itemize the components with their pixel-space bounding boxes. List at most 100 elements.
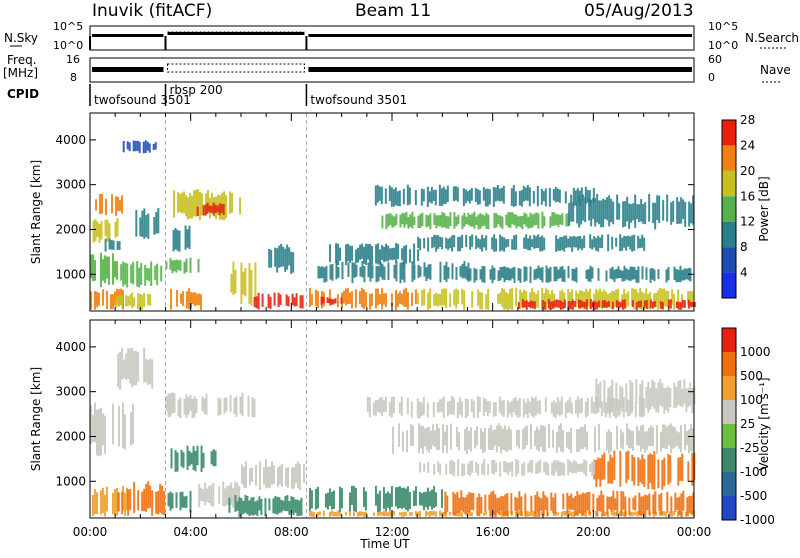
data-cell xyxy=(543,293,546,305)
data-cell xyxy=(200,487,203,501)
data-cell xyxy=(637,301,640,308)
data-cell xyxy=(217,194,220,215)
data-cell xyxy=(161,485,164,515)
data-cell xyxy=(609,386,612,413)
data-cell xyxy=(596,193,599,223)
data-cell xyxy=(566,510,569,517)
data-cell xyxy=(169,258,172,270)
data-cell xyxy=(671,289,674,305)
y-tick-label: 4000 xyxy=(55,340,86,354)
data-cell xyxy=(523,237,526,249)
data-cell xyxy=(106,486,108,512)
data-cell xyxy=(648,427,650,446)
data-cell xyxy=(441,211,444,228)
data-cell xyxy=(684,424,686,450)
data-cell xyxy=(383,246,386,263)
data-region xyxy=(196,202,225,216)
data-cell xyxy=(94,260,96,281)
data-cell xyxy=(471,213,474,227)
data-cell xyxy=(488,189,491,205)
data-cell xyxy=(322,510,325,517)
data-cell xyxy=(677,381,680,405)
data-cell xyxy=(381,245,384,260)
data-cell xyxy=(676,431,678,446)
data-cell xyxy=(428,491,431,507)
data-cell xyxy=(585,288,588,306)
data-cell xyxy=(507,267,510,281)
data-cell xyxy=(127,347,130,380)
data-cell xyxy=(278,245,281,268)
data-cell xyxy=(410,401,413,418)
data-cell xyxy=(222,204,225,216)
data-cell xyxy=(138,267,141,288)
data-cell xyxy=(322,296,325,304)
data-cell xyxy=(396,487,399,509)
data-cell xyxy=(416,511,419,516)
data-region xyxy=(268,243,295,274)
data-cell xyxy=(340,488,343,509)
data-cell xyxy=(549,216,552,228)
data-cell xyxy=(112,492,114,515)
data-cell xyxy=(328,511,331,517)
data-cell xyxy=(387,262,390,280)
data-cell xyxy=(573,300,576,308)
data-cell xyxy=(623,299,626,309)
data-cell xyxy=(540,511,543,516)
data-cell xyxy=(574,400,577,414)
beam-title: Beam 11 xyxy=(355,1,431,21)
data-cell xyxy=(439,261,442,283)
data-cell xyxy=(615,268,618,279)
colorbar-swatch xyxy=(722,272,736,298)
data-cell xyxy=(569,292,572,307)
data-cell xyxy=(499,267,502,281)
data-cell xyxy=(505,214,508,226)
data-cell xyxy=(427,264,430,279)
data-cell xyxy=(473,211,476,229)
data-cell xyxy=(672,426,674,449)
data-cell xyxy=(578,195,581,228)
data-cell xyxy=(120,264,123,281)
data-cell xyxy=(157,207,160,234)
data-cell xyxy=(576,491,579,516)
data-cell xyxy=(475,235,478,250)
data-cell xyxy=(480,497,483,514)
data-cell xyxy=(153,216,156,235)
data-cell xyxy=(170,448,173,469)
data-cell xyxy=(665,290,668,307)
data-cell xyxy=(397,243,400,260)
data-cell xyxy=(406,430,408,453)
x-tick-label: 00:00 xyxy=(73,525,108,539)
data-cell xyxy=(523,289,526,308)
data-cell xyxy=(615,382,618,409)
data-cell xyxy=(362,487,365,507)
data-cell xyxy=(638,204,641,223)
data-cell xyxy=(607,293,610,307)
data-cell xyxy=(586,431,588,451)
data-cell xyxy=(239,197,242,215)
data-cell xyxy=(205,193,208,214)
freq-tick-bottom: 8 xyxy=(70,71,77,84)
freq-trace xyxy=(92,67,164,72)
data-cell xyxy=(494,494,497,517)
data-region xyxy=(115,292,152,310)
data-cell xyxy=(250,269,253,306)
data-cell xyxy=(400,396,403,417)
data-cell xyxy=(438,428,440,451)
data-cell xyxy=(492,490,495,515)
data-cell xyxy=(248,500,251,516)
data-region xyxy=(104,238,121,252)
data-cell xyxy=(529,460,532,473)
data-cell xyxy=(553,212,556,226)
data-cell xyxy=(314,488,317,510)
data-cell xyxy=(428,510,431,517)
data-cell xyxy=(320,296,323,305)
data-cell xyxy=(92,415,94,442)
data-cell xyxy=(536,400,539,414)
data-cell xyxy=(450,396,453,415)
data-cell xyxy=(279,294,282,306)
data-cell xyxy=(460,400,463,418)
data-cell xyxy=(104,255,106,283)
data-cell xyxy=(116,241,119,250)
data-cell xyxy=(414,190,417,206)
